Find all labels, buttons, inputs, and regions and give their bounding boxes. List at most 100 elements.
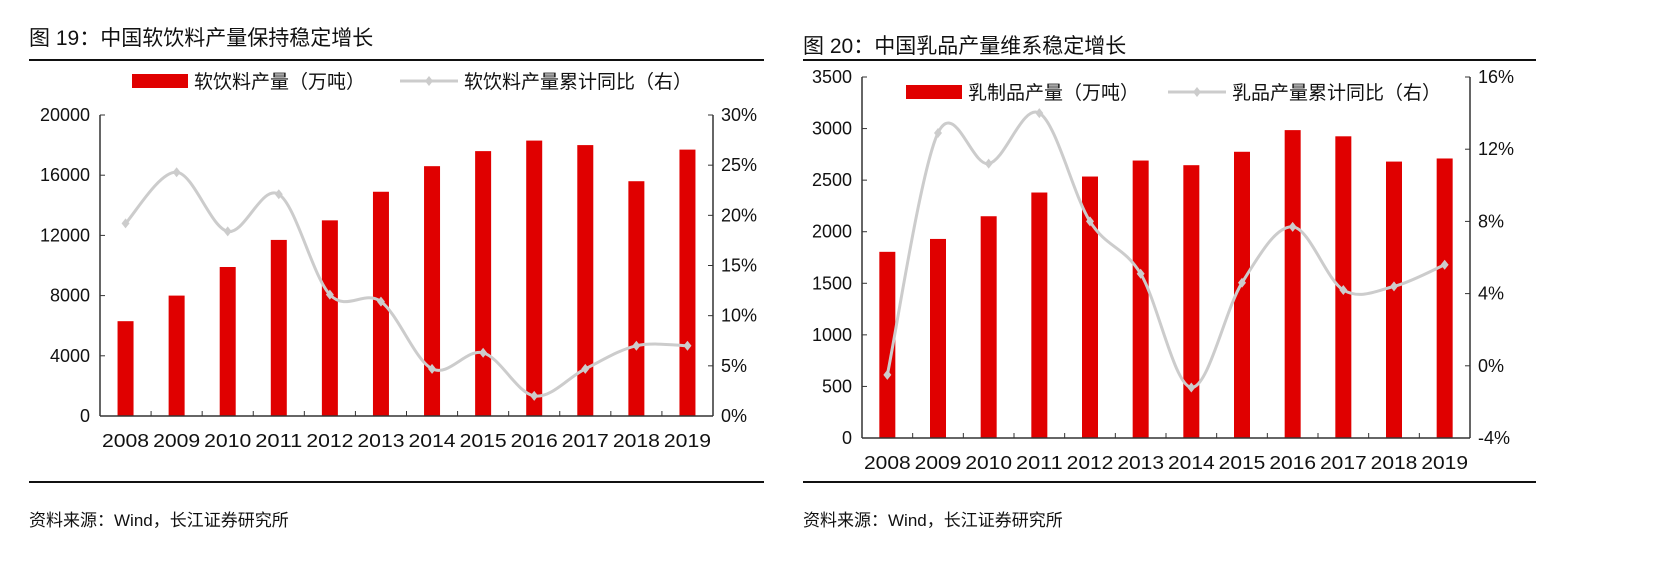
legend: 软饮料产量（万吨） 软饮料产量累计同比（右）	[132, 71, 692, 93]
y-tick-label: 500	[822, 376, 852, 396]
bar-2012	[1082, 176, 1098, 439]
bar-2011	[270, 239, 287, 416]
bar-2013	[1132, 160, 1149, 438]
x-tick-label: 2015	[1219, 453, 1266, 473]
legend-marker-line	[1193, 87, 1201, 97]
bar-2011	[1031, 192, 1048, 438]
y2-tick-label: -4%	[1478, 428, 1510, 448]
line-point-2019	[683, 340, 692, 351]
bar-2009	[930, 238, 946, 438]
y2-tick-label: 10%	[721, 306, 757, 326]
line-point-2015	[1238, 277, 1246, 288]
legend-swatch-bar	[906, 85, 962, 99]
chart-title: 图 20：中国乳品产量维系稳定增长	[803, 35, 1127, 58]
bar-2019	[679, 149, 696, 417]
x-tick-label: 2010	[204, 431, 251, 451]
x-tick-label: 2012	[1067, 453, 1114, 473]
y-tick-label: 3500	[812, 67, 852, 87]
line-series-yoy	[124, 170, 688, 398]
y-tick-label: 1500	[812, 273, 852, 293]
x-tick-label: 2013	[357, 431, 404, 451]
x-tick-label: 2013	[1117, 453, 1164, 473]
bar-2008	[117, 321, 134, 416]
x-tick-label: 2009	[153, 431, 200, 451]
y-tick-label: 1000	[812, 325, 852, 345]
x-tick-label: 2014	[409, 431, 456, 451]
line-point-2013	[376, 296, 385, 307]
line-point-2014	[1187, 382, 1196, 393]
bar-2016	[1284, 130, 1301, 438]
bar-2014	[424, 166, 441, 416]
line-point-2008	[883, 369, 892, 380]
x-tick-label: 2017	[562, 431, 609, 451]
line-point-2008	[121, 218, 130, 229]
line-point-2012	[1086, 216, 1094, 227]
line-point-2017	[581, 363, 590, 374]
bar-2012	[321, 220, 338, 416]
y2-tick-label: 12%	[1478, 139, 1514, 159]
source-note: 资料来源：Wind，长江证券研究所	[803, 511, 1063, 530]
y2-tick-label: 20%	[721, 205, 757, 225]
bar-2010	[980, 216, 997, 438]
line-point-2010	[223, 226, 232, 237]
y2-tick-label: 8%	[1478, 211, 1504, 231]
y-tick-label: 0	[80, 406, 90, 426]
title-rule	[29, 59, 764, 61]
bar-2014	[1183, 165, 1200, 439]
y-tick-label: 20000	[40, 105, 90, 125]
x-tick-label: 2008	[864, 453, 911, 473]
bar-2016	[526, 140, 543, 416]
line-point-2011	[1035, 108, 1044, 119]
y-tick-label: 4000	[50, 346, 90, 366]
bar-2019	[1436, 158, 1453, 439]
y2-tick-label: 4%	[1478, 284, 1504, 304]
y-tick-label: 12000	[40, 225, 90, 245]
line-point-2014	[428, 363, 437, 374]
x-tick-label: 2011	[255, 431, 302, 451]
bar-2015	[475, 151, 492, 416]
chart-title: 图 19：中国软饮料产量保持稳定增长	[29, 27, 374, 50]
y2-tick-label: 16%	[1478, 67, 1514, 87]
y-tick-label: 2000	[812, 222, 852, 242]
y2-tick-label: 0%	[1478, 356, 1504, 376]
bar-2010	[219, 267, 236, 416]
x-tick-label: 2015	[460, 431, 507, 451]
x-tick-label: 2016	[1269, 453, 1316, 473]
footer-rule	[803, 481, 1536, 483]
y-tick-label: 16000	[40, 165, 90, 185]
y2-tick-label: 15%	[721, 256, 757, 276]
legend-swatch-bar	[132, 74, 188, 88]
legend-marker-line	[425, 76, 433, 86]
line-point-2009	[172, 167, 181, 178]
line-point-2019	[1440, 259, 1449, 270]
y-tick-label: 3000	[812, 119, 852, 139]
chart-1: 0 500 1000 1500 2000 2500 3000 3500 -4% 0% 4% 8% 12%…	[812, 67, 1514, 473]
y2-tick-label: 25%	[721, 155, 757, 175]
x-tick-label: 2012	[306, 431, 353, 451]
y2-tick-label: 30%	[721, 105, 757, 125]
legend: 乳制品产量（万吨） 乳品产量累计同比（右）	[906, 82, 1441, 104]
x-tick-label: 2009	[915, 453, 962, 473]
line-point-2016	[530, 390, 539, 401]
x-tick-label: 2019	[1421, 453, 1468, 473]
y2-tick-label: 5%	[721, 356, 747, 376]
bar-2015	[1234, 151, 1250, 438]
x-tick-label: 2019	[664, 431, 711, 451]
legend-label-bar: 软饮料产量（万吨）	[194, 71, 365, 93]
x-tick-label: 2011	[1016, 453, 1063, 473]
line-point-2012	[325, 289, 334, 300]
line-point-2013	[1136, 268, 1145, 279]
line-point-2009	[934, 127, 942, 138]
line-series-yoy	[885, 110, 1446, 389]
y2-tick-label: 0%	[721, 406, 747, 426]
line-point-2018	[1390, 281, 1398, 292]
chart-0: 0 4000 8000 12000 16000 20000 0% 5% 10% 15% 20% 25%…	[40, 71, 757, 451]
bar-2009	[168, 295, 185, 416]
line-point-2015	[479, 347, 488, 358]
bar-2018	[1386, 161, 1402, 438]
line-point-2018	[632, 340, 641, 351]
y-tick-label: 8000	[50, 286, 90, 306]
x-tick-label: 2016	[511, 431, 558, 451]
x-tick-label: 2010	[965, 453, 1012, 473]
